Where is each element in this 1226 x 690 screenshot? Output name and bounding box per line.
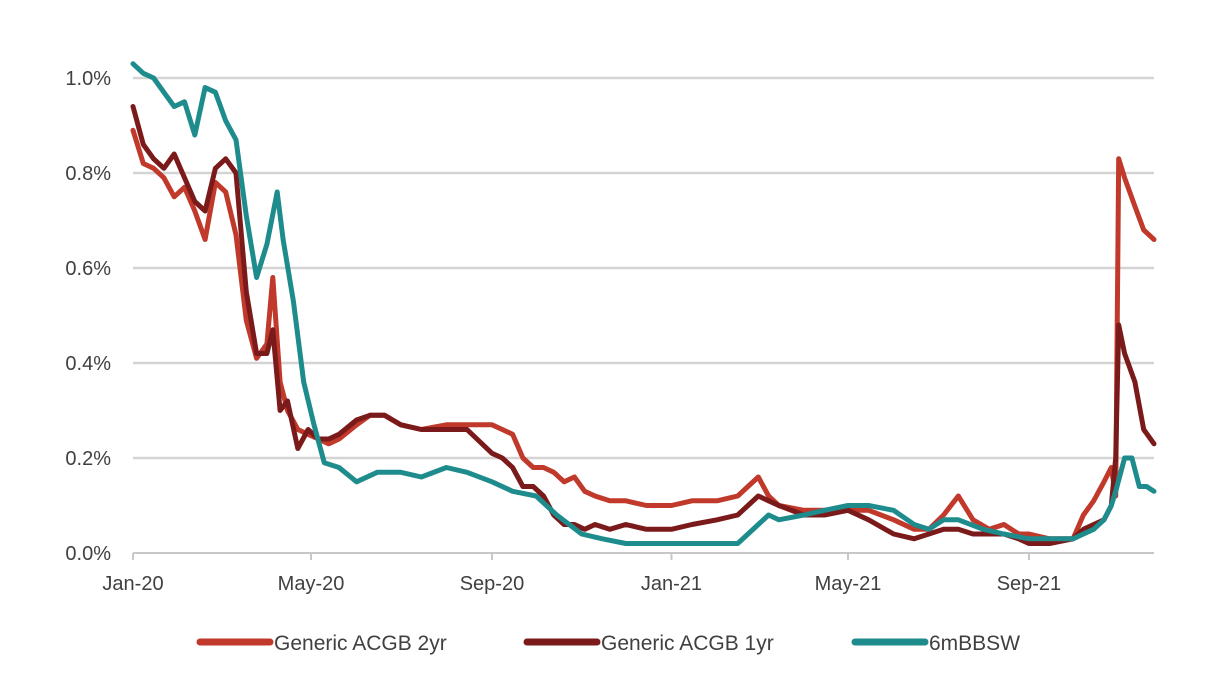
series-line-3 [130, 61, 1157, 546]
y-tick-label: 0.6% [65, 258, 111, 280]
y-tick-label: 0.8% [65, 163, 111, 185]
x-tick-label: May-20 [278, 573, 345, 595]
y-axis-ticks: 0.0% 0.2% 0.4% 0.6% 0.8% 1.0% [65, 68, 111, 565]
y-tick-label: 1.0% [65, 68, 111, 90]
x-tick-label: Sep-20 [460, 573, 525, 595]
x-tick-label: Sep-21 [997, 573, 1062, 595]
x-tick-label: Jan-21 [641, 573, 702, 595]
series-line-2 [130, 104, 1157, 546]
x-tick-label: Jan-20 [102, 573, 163, 595]
series-lines [130, 61, 1157, 546]
series-line-1 [130, 127, 1157, 542]
legend-label: 6mBBSW [929, 632, 1020, 655]
x-axis-ticks: Jan-20 May-20 Sep-20 Jan-21 May-21 Sep-21 [102, 553, 1061, 595]
legend-label: Generic ACGB 2yr [274, 632, 447, 655]
y-tick-label: 0.2% [65, 448, 111, 470]
y-tick-label: 0.4% [65, 353, 111, 375]
x-tick-label: May-21 [815, 573, 882, 595]
legend-label: Generic ACGB 1yr [601, 632, 774, 655]
legend: Generic ACGB 2yr Generic ACGB 1yr 6mBBSW [196, 632, 1020, 655]
y-tick-label: 0.0% [65, 543, 111, 565]
